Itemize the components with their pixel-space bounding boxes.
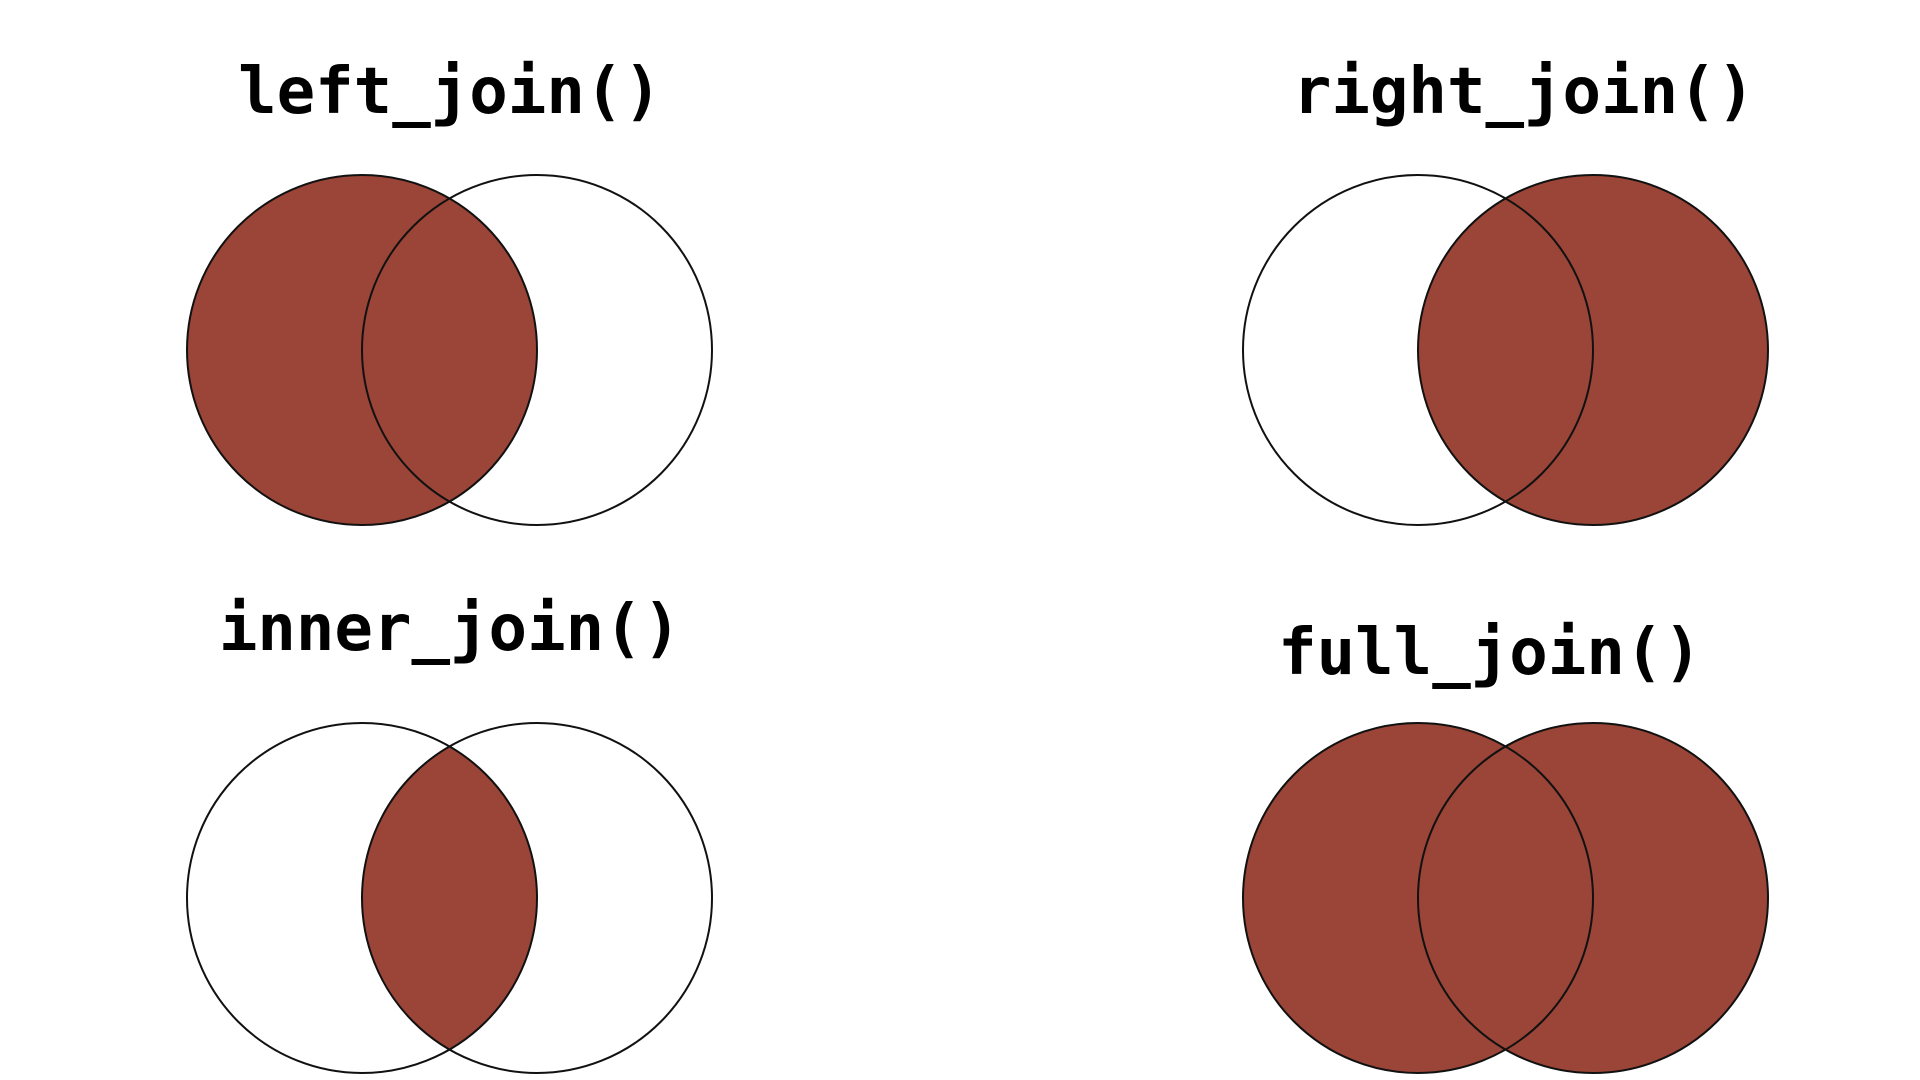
left-join-diagram: left_join() bbox=[186, 55, 713, 526]
inner-join-circle-b bbox=[361, 722, 713, 1074]
full-join-title: full_join() bbox=[1278, 616, 1702, 690]
full-join-circle-b-outline bbox=[1417, 722, 1769, 1074]
right-join-title: right_join() bbox=[1293, 55, 1755, 129]
inner-join-diagram: inner_join() bbox=[186, 592, 713, 1074]
full-join-circle-a-outline bbox=[1242, 722, 1594, 1074]
left-join-title: left_join() bbox=[238, 55, 662, 129]
left-join-circle-b bbox=[361, 174, 713, 526]
right-join-diagram: right_join() bbox=[1242, 55, 1769, 526]
full-join-diagram: full_join() bbox=[1242, 616, 1769, 1074]
inner-join-circle-a bbox=[186, 722, 538, 1074]
left-join-circle-a-outline bbox=[186, 174, 538, 526]
inner-join-intersection bbox=[362, 723, 537, 1073]
right-join-circle-b-outline bbox=[1417, 174, 1769, 526]
inner-join-title: inner_join() bbox=[219, 592, 681, 666]
right-join-circle-a bbox=[1242, 174, 1594, 526]
